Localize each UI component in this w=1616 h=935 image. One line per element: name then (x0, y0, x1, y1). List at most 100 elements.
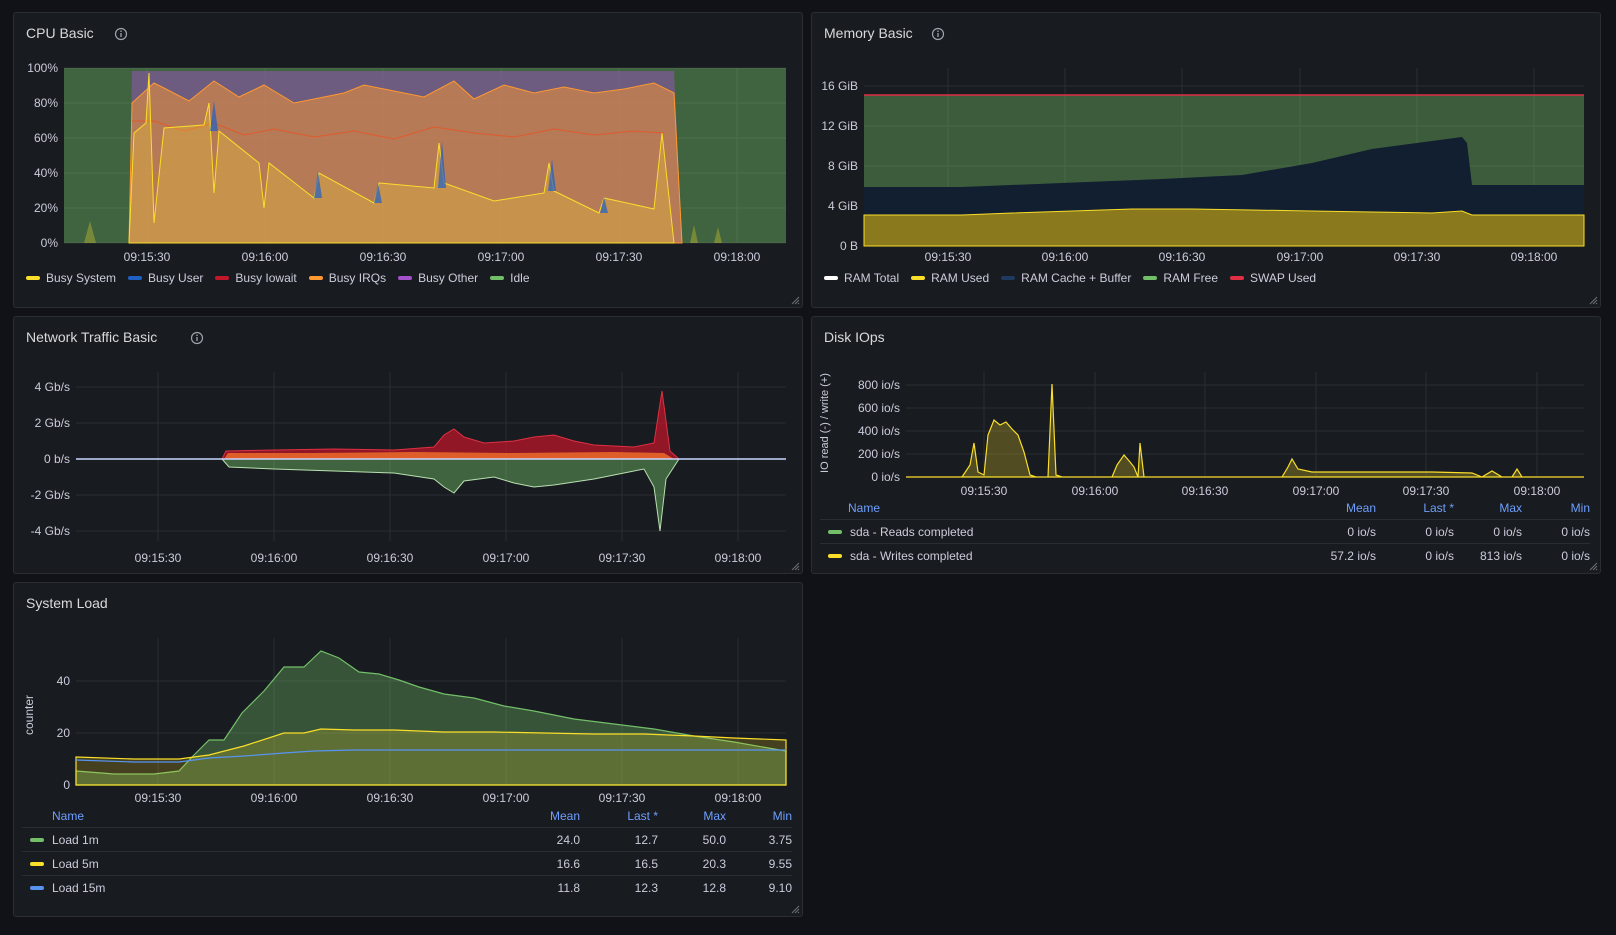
legend-item-ram-used[interactable]: RAM Used (911, 271, 989, 285)
cell-mean: 11.8 (512, 875, 580, 899)
panel-title[interactable]: Memory Basic (824, 25, 913, 41)
cell-mean: 16.6 (512, 851, 580, 876)
cell-mean: 0 io/s (1288, 519, 1376, 544)
legend-item-busy-irqs[interactable]: Busy IRQs (308, 271, 386, 285)
legend-item-swap-used[interactable]: SWAP Used (1230, 271, 1316, 285)
x-axis: 09:15:30 09:16:00 09:16:30 09:17:00 09:1… (124, 250, 761, 264)
x-tick: 09:18:00 (715, 551, 762, 565)
x-tick: 09:17:30 (596, 250, 643, 264)
legend-label: Busy User (148, 271, 204, 285)
legend-item-ram-total[interactable]: RAM Total (824, 271, 899, 285)
y-tick: 100% (27, 61, 58, 75)
cpu-chart: 100% 80% 60% 40% 20% 0% (27, 61, 786, 264)
panel-title[interactable]: Network Traffic Basic (26, 329, 158, 345)
legend-item-busy-other[interactable]: Busy Other (398, 271, 478, 285)
legend-item-idle[interactable]: Idle (490, 271, 530, 285)
series-swatch (828, 530, 842, 535)
table-row[interactable]: Load 1m 24.0 12.7 50.0 3.75 (22, 827, 792, 852)
info-icon[interactable] (114, 27, 128, 41)
memory-series (863, 94, 1585, 247)
x-tick: 09:16:00 (1042, 250, 1089, 264)
column-header-max[interactable]: Max (703, 809, 726, 823)
resize-handle-icon[interactable] (1589, 296, 1598, 305)
table-row[interactable]: Load 15m 11.8 12.3 12.8 9.10 (22, 875, 792, 899)
panel-title[interactable]: System Load (26, 595, 108, 611)
legend-item-busy-system[interactable]: Busy System (26, 271, 116, 285)
cell-max: 813 io/s (1454, 543, 1522, 567)
x-tick: 09:15:30 (135, 551, 182, 565)
cell-mean: 57.2 io/s (1288, 543, 1376, 567)
legend-label: Busy Iowait (235, 271, 297, 285)
disk-chart: IO read (-) / write (+) 800 io/s 600 io/… (819, 372, 1584, 497)
panel-title[interactable]: Disk IOps (824, 329, 885, 345)
series-name: Load 1m (52, 832, 99, 847)
y-tick: 200 io/s (858, 447, 900, 461)
y-tick: -4 Gb/s (31, 524, 70, 538)
x-tick: 09:15:30 (124, 250, 171, 264)
legend-label: Busy Other (418, 271, 479, 285)
y-tick: 0 b/s (44, 452, 70, 466)
y-tick: 40 (57, 674, 71, 688)
resize-handle-icon[interactable] (1589, 562, 1598, 571)
disk-legend-table: Name Mean Last * Max Min sda - Reads com… (820, 497, 1590, 567)
column-header-last[interactable]: Last * (627, 809, 658, 823)
column-header-last[interactable]: Last * (1423, 501, 1454, 515)
column-header-mean[interactable]: Mean (549, 809, 580, 823)
y-tick: 0 B (840, 239, 858, 253)
x-tick: 09:16:30 (360, 250, 407, 264)
y-tick: 0 io/s (871, 470, 900, 484)
panel-title[interactable]: CPU Basic (26, 25, 94, 41)
y-tick: -2 Gb/s (31, 488, 70, 502)
y-tick: 80% (34, 96, 58, 110)
x-tick: 09:17:30 (1394, 250, 1441, 264)
transmit-area (220, 458, 680, 532)
x-axis: 09:15:30 09:16:00 09:16:30 09:17:00 09:1… (925, 250, 1558, 264)
legend-item-busy-user[interactable]: Busy User (128, 271, 203, 285)
y-tick: 0% (41, 236, 59, 250)
legend-item-busy-iowait[interactable]: Busy Iowait (215, 271, 297, 285)
network-traffic-panel: Network Traffic Basic 4 Gb/s 2 Gb/s 0 b/… (13, 316, 803, 574)
x-tick: 09:17:30 (599, 551, 646, 565)
y-axis: 40 20 0 (57, 674, 71, 792)
column-header-name[interactable]: Name (848, 501, 881, 515)
x-tick: 09:17:30 (1403, 484, 1450, 497)
legend-label: SWAP Used (1250, 271, 1317, 285)
busy-system-area (128, 72, 675, 244)
table-row[interactable]: sda - Writes completed 57.2 io/s 0 io/s … (820, 543, 1590, 567)
x-tick: 09:18:00 (1514, 484, 1561, 497)
legend-item-ram-cache-buffer[interactable]: RAM Cache + Buffer (1001, 271, 1131, 285)
column-header-mean[interactable]: Mean (1345, 501, 1376, 515)
table-header: Name Mean Last * Max Min (22, 805, 792, 828)
table-row[interactable]: Load 5m 16.6 16.5 20.3 9.55 (22, 851, 792, 876)
resize-handle-icon[interactable] (791, 562, 800, 571)
x-tick: 09:15:30 (925, 250, 972, 264)
column-header-min[interactable]: Min (772, 809, 792, 823)
busy-irqs-area (128, 80, 683, 244)
series-name: sda - Reads completed (850, 524, 974, 539)
x-tick: 09:16:00 (1072, 484, 1119, 497)
y-axis-label: counter (22, 695, 36, 735)
column-header-max[interactable]: Max (1499, 501, 1522, 515)
x-tick: 09:16:30 (1159, 250, 1206, 264)
memory-legend: RAM Total RAM Used RAM Cache + Buffer RA… (824, 271, 1316, 285)
resize-handle-icon[interactable] (791, 296, 800, 305)
x-tick: 09:15:30 (961, 484, 1008, 497)
y-tick: 4 Gb/s (35, 380, 70, 394)
legend-item-ram-free[interactable]: RAM Free (1143, 271, 1218, 285)
load-1m-area (75, 650, 787, 786)
cell-max: 0 io/s (1454, 519, 1522, 544)
receive-area (221, 390, 681, 460)
y-axis: 16 GiB 12 GiB 8 GiB 4 GiB 0 B (821, 79, 858, 253)
ram-used-area (863, 208, 1585, 247)
column-header-min[interactable]: Min (1570, 501, 1590, 515)
column-header-name[interactable]: Name (52, 809, 85, 823)
resize-handle-icon[interactable] (791, 905, 800, 914)
series-name: sda - Writes completed (850, 548, 973, 563)
table-row[interactable]: sda - Reads completed 0 io/s 0 io/s 0 io… (820, 519, 1590, 544)
load-15m-line (75, 749, 786, 763)
memory-basic-panel: Memory Basic 16 GiB 12 GiB 8 GiB 4 GiB 0… (811, 12, 1601, 308)
y-tick: 20% (34, 201, 58, 215)
x-axis: 09:15:30 09:16:00 09:16:30 09:17:00 09:1… (135, 791, 762, 805)
info-icon[interactable] (931, 27, 945, 41)
info-icon[interactable] (190, 331, 204, 345)
